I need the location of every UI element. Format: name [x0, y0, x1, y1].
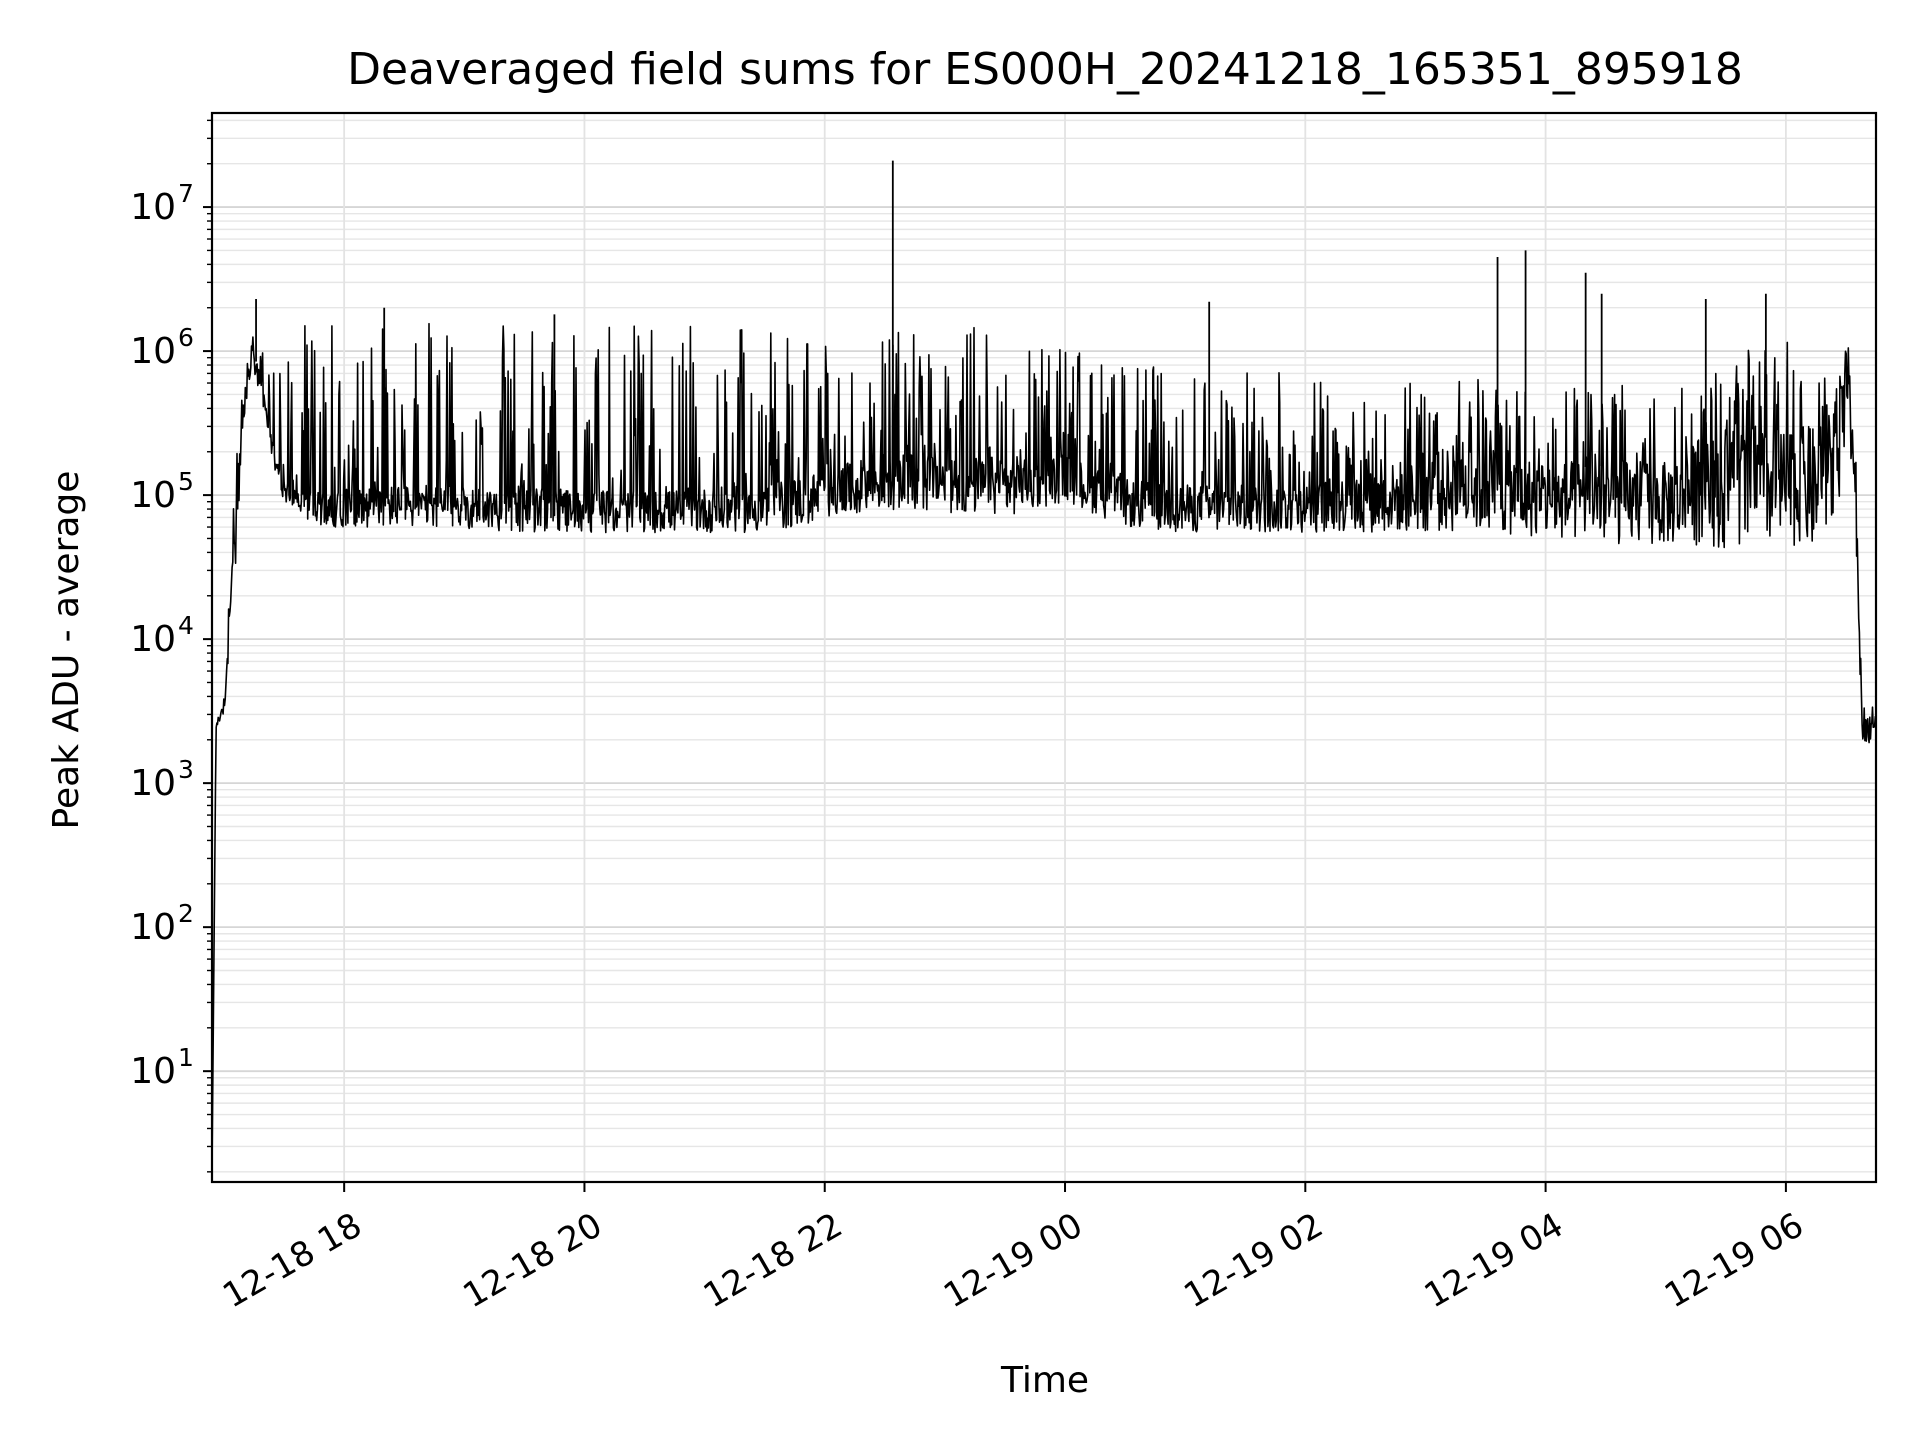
series-line [211, 322, 1877, 1172]
y-tick-exponent: 4 [178, 611, 194, 640]
y-axis-label: Peak ADU - average [46, 471, 87, 830]
y-tick-label: 10 3 [130, 755, 194, 804]
y-tick-exponent: 3 [178, 755, 194, 784]
y-tick-exponent: 1 [178, 1043, 194, 1072]
series-spikes [255, 160, 1767, 493]
y-tick-base: 10 [130, 187, 176, 228]
x-axis-label: Time [1000, 1360, 1089, 1401]
y-tick-base: 10 [130, 331, 176, 372]
y-tick-base: 10 [130, 619, 176, 660]
plot-frame [210, 111, 1878, 1184]
y-tick-base: 10 [130, 1051, 176, 1092]
chart-title: Deaveraged field sums for ES000H_2024121… [347, 44, 1743, 95]
y-tick-label: 10 5 [130, 467, 194, 516]
y-tick-exponent: 5 [178, 467, 194, 496]
y-tick-base: 10 [130, 763, 176, 804]
y-tick-exponent: 2 [178, 899, 194, 928]
y-tick-label: 10 7 [130, 179, 194, 228]
y-tick-base: 10 [130, 907, 176, 948]
y-tick-label: 10 2 [130, 899, 194, 948]
grid-lines [212, 113, 1876, 1182]
y-tick-label: 10 4 [130, 611, 194, 660]
y-tick-label: 10 6 [130, 323, 194, 372]
y-tick-exponent: 6 [178, 323, 194, 352]
y-tick-exponent: 7 [178, 179, 194, 208]
y-tick-label: 10 1 [130, 1043, 194, 1092]
y-tick-base: 10 [130, 475, 176, 516]
plot-area [210, 111, 1878, 1184]
